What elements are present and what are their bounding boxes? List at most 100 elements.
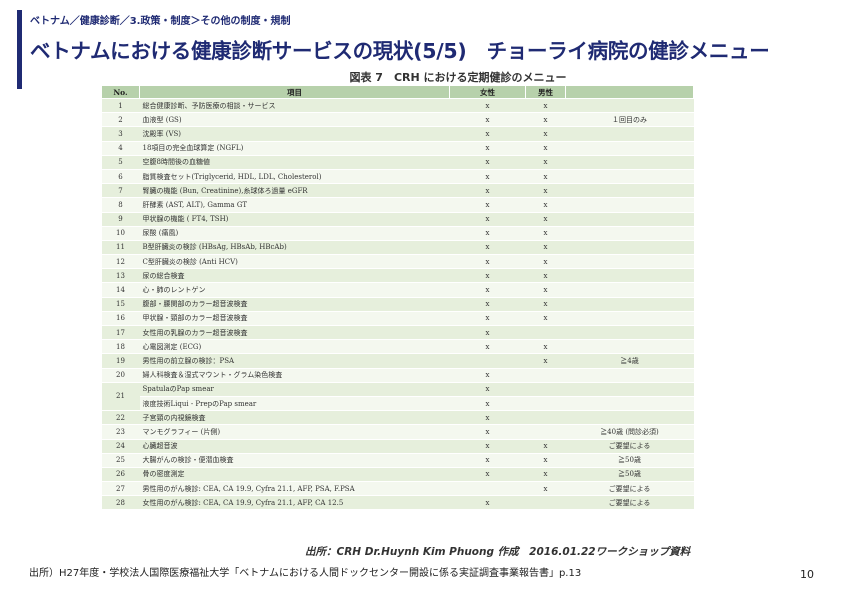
row-note [565,183,694,199]
table-row: 24 心臓超音波 x x ご要望による [101,438,694,454]
row-item: 腎臓の機能 (Bun, Creatinine),糸球体ろ過量 eGFR [139,183,450,199]
row-note: ご要望による [565,495,694,511]
row-male [525,324,566,341]
row-male: x [525,154,566,170]
page-number: 10 [800,568,814,581]
table-row: 8 肝酵素 (AST, ALT), Gamma GT x x [101,197,694,213]
row-item: 大腸がんの検診・便潜血検査 [139,452,450,468]
row-male: x [525,97,566,114]
row-item: 血液型 (GS) [139,112,450,128]
row-male: x [525,239,566,256]
row-item: 肝酵素 (AST, ALT), Gamma GT [139,197,450,213]
row-female [449,353,526,369]
row-female [449,481,526,497]
table-header-row: No. 項目 女性 男性 [101,85,694,99]
row-female: x [449,395,526,412]
row-female: x [449,495,526,511]
row-item: 女性用のがん検診: CEA, CA 19.9, Cyfra 21.1, AFP,… [139,495,450,511]
row-no: 19 [101,353,140,369]
table-row: 9 甲状腺の機能 ( FT4, TSH) x x [101,211,694,227]
row-male: x [525,452,566,468]
row-male: x [525,438,566,454]
row-female: x [449,466,526,483]
row-no: 6 [101,168,140,185]
table-caption: 図表 7 CRH における定期健診のメニュー [0,69,842,85]
checkup-menu-table: No. 項目 女性 男性 1 総合健康診断、予防医療の相談・サービス x x 2 血液型 … [101,85,694,511]
table-row: 21 SpatulaのPap smear x [101,381,694,412]
row-female: x [449,282,526,298]
row-note [565,140,694,156]
row-no: 2 [101,112,140,128]
row-item: 心臓超音波 [139,438,450,454]
row-item: 尿の総合検査 [139,268,450,284]
row-note [565,154,694,170]
row-item: 甲状腺・頸部のカラー超音波検査 [139,310,450,327]
row-note: ご要望による [565,438,694,454]
table-row: 11 B型肝臓炎の検診 (HBsAg, HBsAb, HBcAb) x x [101,239,694,256]
row-no: 20 [101,367,140,383]
row-no: 10 [101,225,140,241]
row-no: 14 [101,282,140,298]
row-item: 尿酸 (痛風) [139,225,450,241]
row-note [565,126,694,142]
row-female: x [449,239,526,256]
row-female: x [449,183,526,199]
breadcrumb: ベトナム／健康診断／3.政策・制度＞その他の制度・規制 [30,16,291,27]
row-no: 1 [101,97,140,114]
row-male: x [525,112,566,128]
table-row: 27 男性用のがん検診: CEA, CA 19.9, Cyfra 21.1, AF… [101,481,694,497]
row-male: x [525,126,566,142]
row-item: 女性用の乳腺のカラー超音波検査 [139,324,450,341]
table-row: 7 腎臓の機能 (Bun, Creatinine),糸球体ろ過量 eGFR x x [101,183,694,199]
table-row: 26 骨の密度測定 x x ≧50歳 [101,466,694,483]
accent-bar [17,10,22,89]
row-no: 25 [101,452,140,468]
row-female: x [449,438,526,454]
row-no: 13 [101,268,140,284]
row-note [565,168,694,185]
row-item: 甲状腺の機能 ( FT4, TSH) [139,211,450,227]
row-item: 婦人科検査＆湿式マウント・グラム染色検査 [139,367,450,383]
row-no: 7 [101,183,140,199]
row-note [565,381,694,397]
row-no: 28 [101,495,140,511]
row-no: 26 [101,466,140,483]
row-no: 4 [101,140,140,156]
table-row: 2 血液型 (GS) x x １回目のみ [101,112,694,128]
table-row: 12 C型肝臓炎の検診 (Anti HCV) x x [101,254,694,270]
row-note: １回目のみ [565,112,694,128]
table-row: 5 空腹8時間後の血糖値 x x [101,154,694,170]
row-note [565,339,694,355]
row-female: x [449,197,526,213]
row-no: 5 [101,154,140,170]
row-no: 11 [101,239,140,256]
row-no: 17 [101,324,140,341]
row-note [565,310,694,327]
row-note [565,367,694,383]
row-note [565,97,694,114]
page-title: ベトナムにおける健康診断サービスの現状(5/5) チョーライ病院の健診メニュー [30,39,770,63]
table-row: 10 尿酸 (痛風) x x [101,225,694,241]
row-note [565,324,694,341]
row-no: 3 [101,126,140,142]
row-male [525,381,566,397]
row-no: 16 [101,310,140,327]
row-female: x [449,410,526,426]
row-male: x [525,481,566,497]
row-item: マンモグラフィー (片側) [139,424,450,440]
row-item: 空腹8時間後の血糖値 [139,154,450,170]
row-female: x [449,140,526,156]
row-item: 沈殿率 (VS) [139,126,450,142]
row-no: 9 [101,211,140,227]
header-female: 女性 [449,85,526,99]
row-female: x [449,225,526,241]
row-no: 27 [101,481,140,497]
table-row: 液度技術Liqui - PrepのPap smear x [102,395,694,412]
row-male: x [525,211,566,227]
row-no: 21 [101,381,140,412]
row-note: ≧50歳 [565,452,694,468]
row-female: x [449,126,526,142]
row-item: 骨の密度測定 [139,466,450,483]
row-note: ご要望による [565,481,694,497]
table-row: 22 子宮頸の内視鏡検査 x [101,410,694,426]
